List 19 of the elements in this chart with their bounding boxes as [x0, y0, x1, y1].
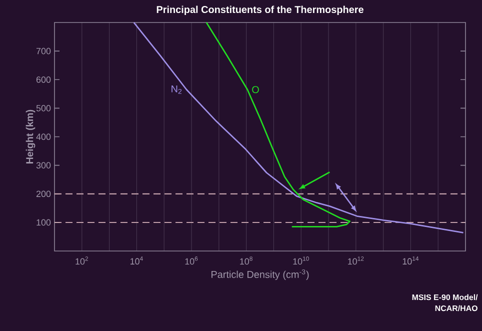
x-tick-label: 10$^{12}$	[348, 256, 364, 265]
y-axis-title: Height (km)	[26, 110, 36, 164]
y-tick-label: 500	[36, 105, 51, 112]
x-axis-title: Particle Density (cm$^{-3}$)	[212, 269, 309, 280]
series-label: O	[252, 86, 259, 94]
chart-title: Principal Constituents of the Thermosphere	[156, 6, 364, 16]
y-tick-label: 100	[36, 219, 51, 226]
y-tick-label: 400	[36, 134, 51, 140]
x-tick-label: 10$^{6}$	[185, 256, 198, 265]
x-tick-label: 10$^{8}$	[240, 256, 252, 265]
y-tick-label: 600	[36, 76, 51, 83]
series-label: N$_{2}$	[172, 85, 182, 94]
x-tick-label: 10$^{2}$	[76, 256, 88, 265]
x-tick-label: 10$^{10}$	[293, 256, 309, 265]
y-tick-label: 300	[36, 162, 51, 168]
x-tick-label: 10$^{14}$	[402, 256, 419, 265]
y-tick-label: 700	[36, 48, 51, 54]
x-tick-label: 10$^{4}$	[130, 256, 143, 265]
y-tick-label: 200	[36, 190, 51, 198]
